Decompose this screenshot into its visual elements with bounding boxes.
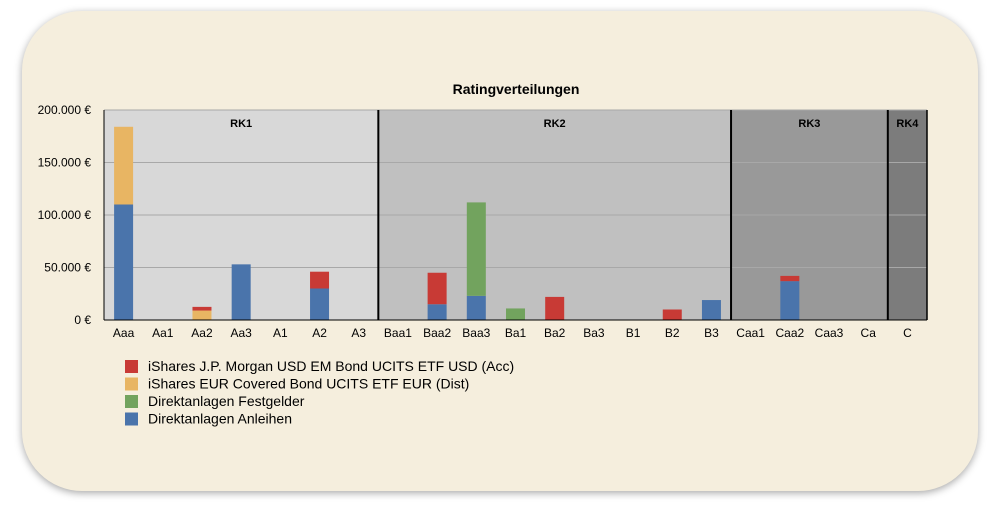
x-tick-label: B2	[665, 326, 680, 340]
x-tick-label: Caa3	[815, 326, 844, 340]
region-label-rk3: RK3	[798, 118, 820, 130]
bar-segment	[310, 288, 330, 320]
bar-segment	[114, 204, 134, 320]
x-tick-label: C	[903, 326, 912, 340]
x-tick-label: Baa2	[423, 326, 451, 340]
legend-label: iShares J.P. Morgan USD EM Bond UCITS ET…	[148, 358, 514, 374]
bar-segment	[506, 308, 525, 320]
bar-segment	[466, 202, 486, 296]
x-tick-label: Aa3	[230, 326, 252, 340]
legend-swatch	[125, 360, 138, 373]
x-tick-label: A3	[351, 326, 366, 340]
region-label-rk2: RK2	[544, 118, 566, 130]
x-tick-label: A1	[273, 326, 288, 340]
bar-segment	[427, 304, 447, 320]
chart-title: Ratingverteilungen	[453, 81, 580, 97]
legend-swatch	[125, 377, 138, 391]
bar-segment	[662, 309, 682, 320]
bar-segment	[545, 296, 565, 320]
bar-segment	[192, 310, 212, 320]
legend-swatch	[125, 395, 138, 408]
bar-segment	[701, 300, 721, 320]
x-tick-label: B3	[704, 326, 719, 340]
x-tick-label: A2	[312, 326, 327, 340]
x-tick-label: Ba2	[544, 326, 566, 340]
bar-segment	[780, 275, 800, 282]
x-tick-label: Caa2	[775, 326, 804, 340]
y-tick-label: 0 €	[74, 313, 91, 327]
x-tick-label: B1	[626, 326, 641, 340]
x-tick-label: Aa2	[191, 326, 213, 340]
bar-segment	[310, 271, 330, 289]
legend-label: Direktanlagen Festgelder	[148, 393, 305, 409]
bar-segment	[114, 126, 134, 205]
y-tick-label: 50.000 €	[44, 261, 91, 275]
region-label-rk4: RK4	[896, 118, 919, 130]
y-tick-label: 100.000 €	[38, 208, 92, 222]
bar-segment	[466, 295, 486, 320]
x-tick-label: Ba3	[583, 326, 605, 340]
x-tick-label: Caa1	[736, 326, 765, 340]
bar-segment	[192, 306, 212, 311]
x-tick-label: Aa1	[152, 326, 174, 340]
x-tick-label: Baa1	[384, 326, 412, 340]
legend-label: Direktanlagen Anleihen	[148, 411, 292, 427]
bar-segment	[427, 272, 447, 305]
x-tick-label: Ba1	[505, 326, 527, 340]
x-tick-label: Ca	[861, 326, 877, 340]
y-tick-label: 200.000 €	[38, 103, 92, 117]
legend-swatch	[125, 412, 138, 426]
region-label-rk1: RK1	[230, 118, 252, 130]
y-tick-label: 150.000 €	[38, 156, 92, 170]
x-tick-label: Aaa	[113, 326, 135, 340]
x-tick-label: Baa3	[462, 326, 490, 340]
bar-segment	[231, 264, 251, 320]
bar-segment	[780, 281, 800, 320]
legend-label: iShares EUR Covered Bond UCITS ETF EUR (…	[148, 376, 469, 392]
